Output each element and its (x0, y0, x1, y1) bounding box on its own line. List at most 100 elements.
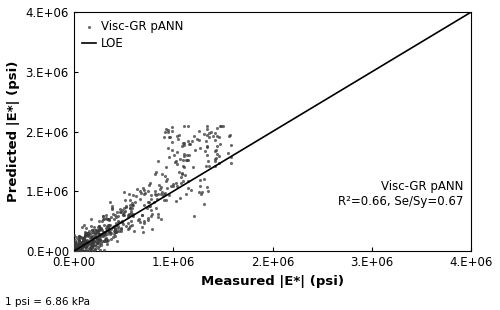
Visc-GR pANN (88, 227, 96, 232)
Visc-GR pANN (166, 135, 174, 140)
Visc-GR pANN (202, 138, 210, 143)
Visc-GR pANN (86, 235, 94, 240)
Visc-GR pANN (76, 239, 84, 244)
Visc-GR pANN (172, 198, 179, 203)
Visc-GR pANN (78, 249, 86, 254)
Visc-GR pANN (70, 243, 78, 248)
Visc-GR pANN (144, 216, 152, 221)
Visc-GR pANN (88, 246, 96, 251)
Visc-GR pANN (212, 156, 220, 161)
Visc-GR pANN (215, 135, 223, 140)
Visc-GR pANN (72, 242, 80, 247)
Visc-GR pANN (200, 202, 207, 206)
Visc-GR pANN (126, 209, 134, 214)
Visc-GR pANN (105, 222, 113, 227)
Visc-GR pANN (89, 249, 97, 254)
Visc-GR pANN (89, 241, 97, 246)
Visc-GR pANN (188, 188, 196, 193)
Visc-GR pANN (72, 245, 80, 250)
Visc-GR pANN (104, 217, 112, 222)
Visc-GR pANN (100, 230, 108, 235)
Visc-GR pANN (174, 136, 182, 141)
Visc-GR pANN (158, 190, 166, 195)
Visc-GR pANN (70, 240, 78, 245)
Visc-GR pANN (75, 242, 83, 247)
Visc-GR pANN (75, 241, 83, 246)
Visc-GR pANN (118, 218, 126, 223)
Visc-GR pANN (98, 227, 106, 232)
Visc-GR pANN (96, 218, 104, 223)
Visc-GR pANN (81, 239, 89, 244)
Visc-GR pANN (81, 249, 89, 254)
Visc-GR pANN (152, 192, 160, 197)
Visc-GR pANN (99, 232, 107, 237)
Visc-GR pANN (144, 199, 152, 204)
Visc-GR pANN (72, 249, 80, 254)
Visc-GR pANN (80, 223, 88, 228)
Visc-GR pANN (96, 233, 104, 238)
Visc-GR pANN (160, 135, 168, 140)
Visc-GR pANN (100, 232, 108, 237)
Visc-GR pANN (154, 158, 162, 163)
Visc-GR pANN (84, 234, 92, 239)
Visc-GR pANN (80, 236, 88, 241)
Visc-GR pANN (70, 249, 78, 254)
Visc-GR pANN (101, 231, 109, 236)
Visc-GR pANN (184, 124, 192, 129)
Visc-GR pANN (94, 228, 102, 233)
Visc-GR pANN (72, 248, 80, 253)
Visc-GR pANN (86, 233, 94, 238)
Visc-GR pANN (98, 232, 106, 237)
Visc-GR pANN (94, 237, 102, 242)
Visc-GR pANN (78, 249, 86, 254)
Visc-GR pANN (138, 212, 146, 217)
Visc-GR pANN (90, 249, 98, 254)
Visc-GR pANN (88, 237, 96, 241)
Visc-GR pANN (80, 236, 88, 241)
Visc-GR pANN (120, 209, 128, 214)
Visc-GR pANN (94, 246, 102, 251)
Visc-GR pANN (164, 130, 172, 135)
Visc-GR pANN (74, 247, 82, 252)
Visc-GR pANN (177, 175, 185, 180)
Visc-GR pANN (118, 207, 126, 212)
Visc-GR pANN (178, 170, 186, 175)
Visc-GR pANN (168, 148, 175, 153)
Visc-GR pANN (80, 244, 88, 249)
Visc-GR pANN (96, 237, 104, 241)
Visc-GR pANN (146, 204, 154, 209)
Visc-GR pANN (88, 238, 96, 243)
Visc-GR pANN (78, 241, 86, 246)
Visc-GR pANN (144, 205, 152, 210)
Visc-GR pANN (94, 232, 102, 237)
Visc-GR pANN (90, 231, 98, 236)
Visc-GR pANN (116, 209, 124, 214)
Visc-GR pANN (81, 233, 89, 238)
Visc-GR pANN (104, 226, 112, 231)
Visc-GR pANN (180, 165, 188, 170)
Visc-GR pANN (126, 219, 134, 224)
Visc-GR pANN (74, 249, 82, 254)
Visc-GR pANN (92, 244, 100, 249)
Visc-GR pANN (202, 127, 210, 132)
Visc-GR pANN (73, 244, 81, 249)
Visc-GR pANN (86, 240, 94, 245)
Visc-GR pANN (95, 227, 103, 232)
Visc-GR pANN (83, 238, 91, 243)
Visc-GR pANN (206, 130, 214, 135)
Visc-GR pANN (80, 241, 88, 246)
Visc-GR pANN (202, 153, 210, 157)
Visc-GR pANN (87, 231, 95, 236)
Visc-GR pANN (212, 163, 220, 168)
Visc-GR pANN (82, 230, 90, 235)
Visc-GR pANN (82, 245, 90, 250)
Visc-GR pANN (110, 228, 118, 233)
Visc-GR pANN (88, 243, 96, 248)
Visc-GR pANN (140, 229, 147, 234)
Visc-GR pANN (126, 198, 134, 203)
Visc-GR pANN (80, 249, 88, 254)
Visc-GR pANN (71, 249, 79, 254)
Visc-GR pANN (104, 228, 112, 233)
Visc-GR pANN (163, 176, 171, 181)
Visc-GR pANN (86, 242, 94, 247)
